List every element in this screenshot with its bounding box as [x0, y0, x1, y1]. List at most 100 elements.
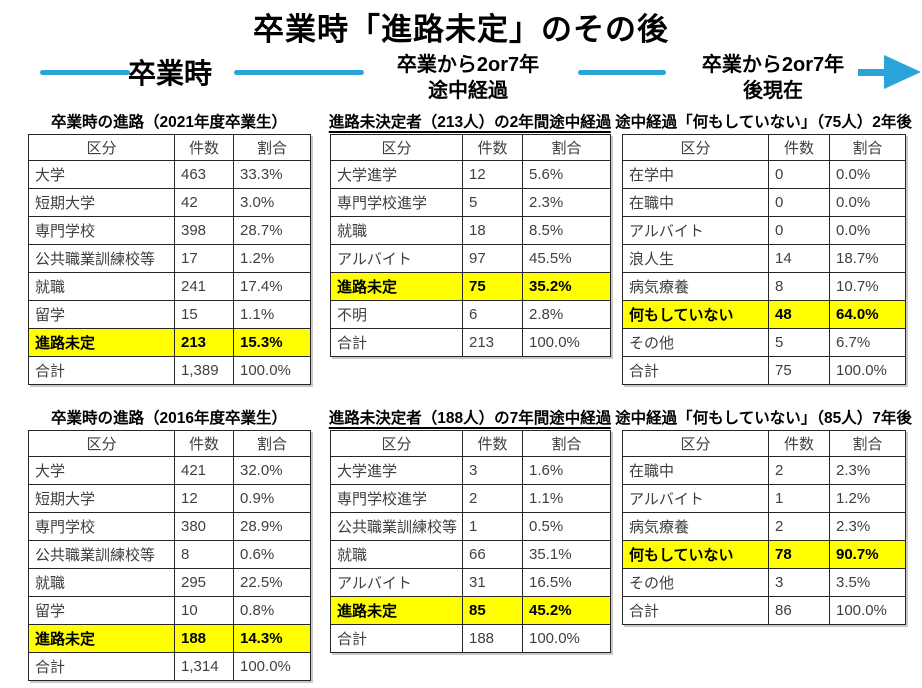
cell-category: 何もしていない: [622, 540, 769, 569]
cell-count: 2: [462, 484, 523, 513]
cell-ratio: 1.2%: [829, 484, 906, 513]
cell-category: 就職: [330, 216, 463, 245]
table-row: 就職 295 22.5%: [28, 568, 311, 597]
cell-count: 380: [174, 512, 234, 541]
cell-category: 進路未定: [330, 272, 463, 301]
table-row: 大学進学 12 5.6%: [330, 160, 611, 189]
table-row: 就職 241 17.4%: [28, 272, 311, 301]
cell-count: 48: [768, 300, 830, 329]
cell-count: 1: [768, 484, 830, 513]
table-row: 公共職業訓練校等 8 0.6%: [28, 540, 311, 569]
cell-ratio: 90.7%: [829, 540, 906, 569]
table-row: 就職 66 35.1%: [330, 540, 611, 569]
table-row: 公共職業訓練校等 17 1.2%: [28, 244, 311, 273]
column-header-count: 件数: [462, 134, 523, 161]
table-row: 合計 1,389 100.0%: [28, 356, 311, 385]
table-row: 公共職業訓練校等 1 0.5%: [330, 512, 611, 541]
header-row: 区分 件数 割合: [330, 430, 611, 457]
cell-category: 就職: [28, 272, 175, 301]
cell-count: 14: [768, 244, 830, 273]
column-header-category: 区分: [28, 134, 175, 161]
right-arrow-icon: [858, 69, 886, 76]
cell-count: 1: [462, 512, 523, 541]
table-row: 合計 86 100.0%: [622, 596, 906, 625]
column-header-count: 件数: [174, 430, 234, 457]
cell-category: 専門学校進学: [330, 484, 463, 513]
table-row: 在学中 0 0.0%: [622, 160, 906, 189]
cell-ratio: 45.2%: [522, 596, 611, 625]
table-row: 進路未定 75 35.2%: [330, 272, 611, 301]
table-row: 合計 1,314 100.0%: [28, 652, 311, 681]
cell-category: 進路未定: [330, 596, 463, 625]
cell-count: 213: [174, 328, 234, 357]
cell-count: 213: [462, 328, 523, 357]
page-title: 卒業時「進路未定」のその後: [253, 12, 669, 47]
cell-count: 85: [462, 596, 523, 625]
data-table: 区分 件数 割合 大学進学 12 5.6% 専門学校進学 5 2.3% 就職 18 8.5% アルバイト…: [330, 134, 611, 357]
table-title: 卒業時の進路（2016年度卒業生）: [51, 410, 287, 427]
cell-count: 10: [174, 596, 234, 625]
cell-category: 合計: [28, 356, 175, 385]
cell-category: 就職: [28, 568, 175, 597]
cell-category: 進路未定: [28, 624, 175, 653]
table-row: 不明 6 2.8%: [330, 300, 611, 329]
timeline-stage-midway: 卒業から2or7年 途中経過: [362, 52, 574, 104]
column-header-category: 区分: [330, 134, 463, 161]
cell-ratio: 16.5%: [522, 568, 611, 597]
cell-ratio: 28.9%: [233, 512, 311, 541]
column-header-category: 区分: [622, 430, 769, 457]
table-row: 病気療養 8 10.7%: [622, 272, 906, 301]
table-row: 在職中 2 2.3%: [622, 456, 906, 485]
cell-category: 公共職業訓練校等: [28, 540, 175, 569]
cell-category: 短期大学: [28, 484, 175, 513]
cell-ratio: 22.5%: [233, 568, 311, 597]
cell-count: 18: [462, 216, 523, 245]
cell-ratio: 5.6%: [522, 160, 611, 189]
cell-count: 0: [768, 160, 830, 189]
cell-ratio: 1.2%: [233, 244, 311, 273]
column-header-category: 区分: [330, 430, 463, 457]
cell-category: 大学: [28, 456, 175, 485]
cell-ratio: 6.7%: [829, 328, 906, 357]
table-row: 何もしていない 78 90.7%: [622, 540, 906, 569]
table-title: 卒業時の進路（2021年度卒業生）: [51, 114, 287, 131]
cell-category: その他: [622, 328, 769, 357]
cell-ratio: 0.0%: [829, 160, 906, 189]
table-row: 合計 213 100.0%: [330, 328, 611, 357]
table-title-text: 進路未決定者（188人）の7年間途中経過: [328, 410, 612, 429]
table-row: 短期大学 42 3.0%: [28, 188, 311, 217]
cell-category: アルバイト: [330, 568, 463, 597]
table-row: 専門学校進学 2 1.1%: [330, 484, 611, 513]
table-row: 専門学校進学 5 2.3%: [330, 188, 611, 217]
cell-category: 公共職業訓練校等: [330, 512, 463, 541]
cell-ratio: 32.0%: [233, 456, 311, 485]
data-table: 区分 件数 割合 在学中 0 0.0% 在職中 0 0.0% アルバイト 0 0.0% 浪人生 14 18.…: [622, 134, 906, 385]
cell-category: 公共職業訓練校等: [28, 244, 175, 273]
cell-count: 188: [462, 624, 523, 653]
cell-category: 大学進学: [330, 456, 463, 485]
cell-ratio: 35.2%: [522, 272, 611, 301]
table-row: アルバイト 1 1.2%: [622, 484, 906, 513]
cell-category: 在学中: [622, 160, 769, 189]
timeline-line-segment: [578, 70, 666, 75]
data-table: 区分 件数 割合 大学 463 33.3% 短期大学 42 3.0% 専門学校 398 28.7% 公共…: [28, 134, 311, 385]
cell-category: 大学進学: [330, 160, 463, 189]
cell-count: 421: [174, 456, 234, 485]
cell-count: 1,314: [174, 652, 234, 681]
cell-ratio: 100.0%: [233, 652, 311, 681]
cell-ratio: 1.1%: [522, 484, 611, 513]
header-row: 区分 件数 割合: [28, 430, 311, 457]
table-row: アルバイト 97 45.5%: [330, 244, 611, 273]
cell-count: 188: [174, 624, 234, 653]
cell-ratio: 3.5%: [829, 568, 906, 597]
cell-ratio: 33.3%: [233, 160, 311, 189]
timeline-stage-midway-line2: 途中経過: [428, 80, 508, 102]
header-row: 区分 件数 割合: [330, 134, 611, 161]
column-header-ratio: 割合: [829, 430, 906, 457]
table-row: 留学 15 1.1%: [28, 300, 311, 329]
table-title: 進路未決定者（188人）の7年間途中経過: [328, 406, 612, 429]
data-table: 区分 件数 割合 大学進学 3 1.6% 専門学校進学 2 1.1% 公共職業訓練校等 1 0.5% 就…: [330, 430, 611, 653]
timeline-line-segment: [234, 70, 364, 75]
column-header-category: 区分: [622, 134, 769, 161]
cell-category: アルバイト: [622, 484, 769, 513]
